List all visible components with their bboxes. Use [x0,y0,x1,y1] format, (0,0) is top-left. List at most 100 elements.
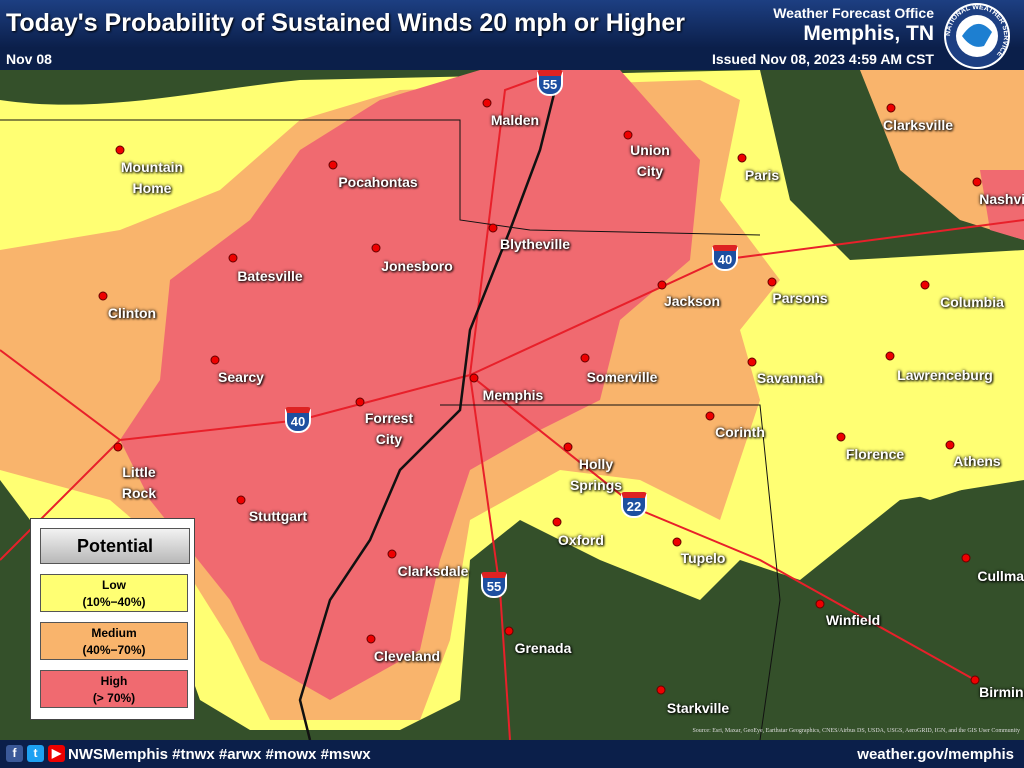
city-dot [657,280,667,290]
office: Weather Forecast Office [773,5,934,21]
city-dot [836,432,846,442]
city-dot [228,253,238,263]
website[interactable]: weather.gov/memphis [857,746,1014,763]
city-label: Jackson [663,293,721,309]
city-label: Florence [845,446,905,462]
city-dot [210,355,220,365]
city-label: Tupelo [680,550,726,566]
probability-area [860,70,1024,240]
city-dot [552,517,562,527]
city-label: Savannah [756,370,824,386]
city-dot [236,495,246,505]
city-dot [387,549,397,559]
city-label: Clarksdale [397,563,469,579]
city-dot [656,685,666,695]
city-label: Corinth [715,424,765,440]
issued: Issued Nov 08, 2023 4:59 AM CST [711,51,934,67]
city-label: Blytheville [499,236,571,252]
city-label: Forrest City [364,410,414,447]
city-label: Batesville [237,268,303,284]
legend-label: Low [102,578,126,592]
footer-bar [0,740,1024,768]
facebook-icon[interactable]: f [6,745,23,762]
city-label: Memphis [482,387,544,403]
city-dot [623,130,633,140]
interstate-shield: 55 [481,572,507,598]
city-label: Columbia [940,294,1004,310]
city-dot [504,626,514,636]
city-dot [98,291,108,301]
source-credit: Source: Esri, Maxar, GeoEye, Earthstar G… [692,728,1020,734]
city-label: Grenada [514,640,572,656]
date: Nov 08 [6,51,52,67]
city-dot [488,223,498,233]
city-label: Cleveland [373,648,441,664]
youtube-icon[interactable]: ▶ [48,745,65,762]
city-dot [672,537,682,547]
title: Today's Probability of Sustained Winds 2… [6,9,685,37]
interstate-shield: 55 [537,70,563,96]
city-dot [737,153,747,163]
city-label: Little Rock [121,464,157,501]
city-label: Pocahontas [338,174,418,190]
city-label: Mountain Home [120,159,184,196]
city-dot [580,353,590,363]
legend-range: (10%−40%) [82,595,146,609]
city-dot [705,411,715,421]
city-label: Cullman [977,568,1024,584]
probability-area [780,390,1024,500]
legend-item: Medium (40%−70%) [40,622,188,660]
city-dot [113,442,123,452]
legend-title: Potential [40,528,190,564]
city-label: Jonesboro [381,258,453,274]
city-dot [482,98,492,108]
city-dot [355,397,365,407]
probability-area [980,170,1024,240]
legend-range: (40%−70%) [82,643,146,657]
city-dot [815,599,825,609]
city-label: Starkville [666,700,730,716]
city-dot [115,145,125,155]
city-label: Lawrenceburg [897,367,993,383]
city-dot [970,675,980,685]
city-dot [972,177,982,187]
legend-label: Medium [91,626,137,640]
city-dot [563,442,573,452]
subtitle-bar [0,48,1024,70]
social-handles: NWSMemphis #tnwx #arwx #mowx #mswx [68,746,371,763]
city-label: Parsons [772,290,828,306]
city-label: Nashville [979,191,1024,207]
city-dot [961,553,971,563]
city-label: Birmingham [979,684,1024,700]
city-label: Paris [744,167,780,183]
city-label: Oxford [558,532,604,548]
legend-range: (> 70%) [92,691,136,705]
city-label: Somerville [586,369,658,385]
city-dot [469,373,479,383]
city-dot [747,357,757,367]
city-dot [885,351,895,361]
probability-area [120,70,700,700]
city-dot [366,634,376,644]
legend-item: Low (10%−40%) [40,574,188,612]
city-dot [767,277,777,287]
interstate-shield: 22 [621,492,647,518]
nws-logo: NATIONAL WEATHER SERVICE [944,3,1010,69]
city-label: Union City [630,142,670,179]
city-label: Clinton [107,305,157,321]
twitter-icon[interactable]: t [27,745,44,762]
legend: Potential Low (10%−40%) Medium (40%−70%) Hig… [30,518,195,720]
city-label: Clarksville [882,117,954,133]
interstate-shield: 40 [285,407,311,433]
location: Memphis, TN [803,22,934,45]
legend-label: High [100,674,128,688]
city-label: Malden [490,112,540,128]
city-label: Holly Springs [569,456,623,493]
city-label: Winfield [825,612,881,628]
city-dot [920,280,930,290]
city-dot [371,243,381,253]
city-dot [886,103,896,113]
interstate-shield: 40 [712,245,738,271]
